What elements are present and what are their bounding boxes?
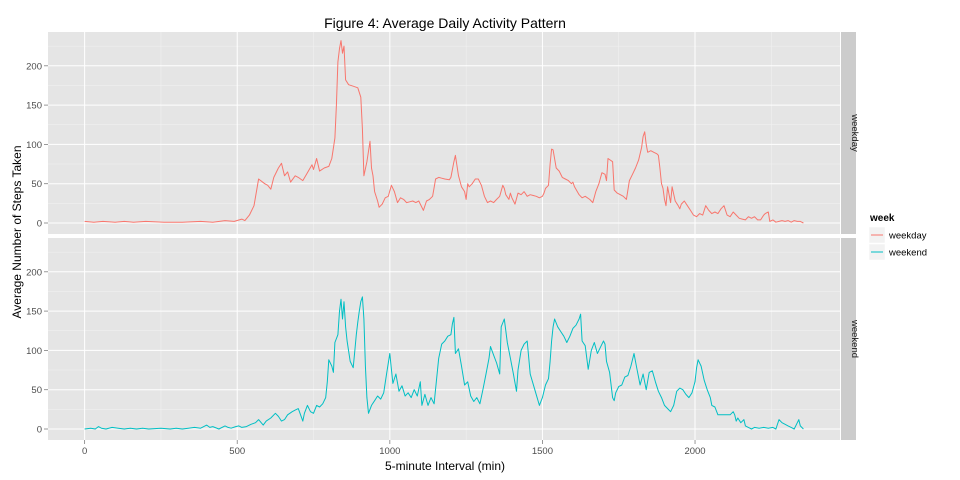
y-tick-label: 150 [26,307,42,318]
y-tick-label: 200 [26,61,42,72]
panel-weekend: 0 50 100 150 200 weekend [26,238,860,440]
series-line-weekday [84,40,804,224]
x-tick-label: 1000 [379,446,400,457]
legend-title: week [869,213,895,224]
facet-strip [841,32,856,234]
y-tick-label: 50 [31,179,42,190]
legend-entry-weekend: weekend [868,243,927,261]
legend: week weekday weekend [868,213,927,261]
legend-label: weekday [888,231,927,242]
legend-label: weekend [888,248,927,259]
y-tick-label: 50 [31,385,42,396]
y-tick-label: 200 [26,267,42,278]
legend-entry-weekday: weekday [868,226,927,244]
x-axis-title: 5-minute Interval (min) [385,459,505,473]
facet-strip [841,238,856,440]
chart-title: Figure 4: Average Daily Activity Pattern [324,15,566,31]
series-line-weekend [84,296,804,430]
facet-strip-label: weekend [849,319,860,358]
x-axis: 0 500 1000 1500 2000 [82,440,706,457]
panel-background [48,32,840,234]
legend-entries: weekday weekend [868,226,927,261]
panel-background [48,238,840,440]
y-tick-label: 100 [26,346,42,357]
x-tick-label: 0 [82,446,87,457]
y-tick-label: 0 [37,424,42,435]
x-tick-label: 2000 [684,446,705,457]
x-tick-label: 1500 [532,446,553,457]
panel-weekday: 0 50 100 150 200 weekday [26,32,860,234]
facet-strip-label: weekday [849,113,860,152]
y-tick-label: 100 [26,140,42,151]
y-axis-title: Average Number of Steps Taken [10,146,24,319]
y-tick-label: 0 [37,218,42,229]
y-tick-label: 150 [26,101,42,112]
x-tick-label: 500 [229,446,245,457]
panels: 0 50 100 150 200 weekday 0 50 100 150 200 weekend [26,32,860,440]
